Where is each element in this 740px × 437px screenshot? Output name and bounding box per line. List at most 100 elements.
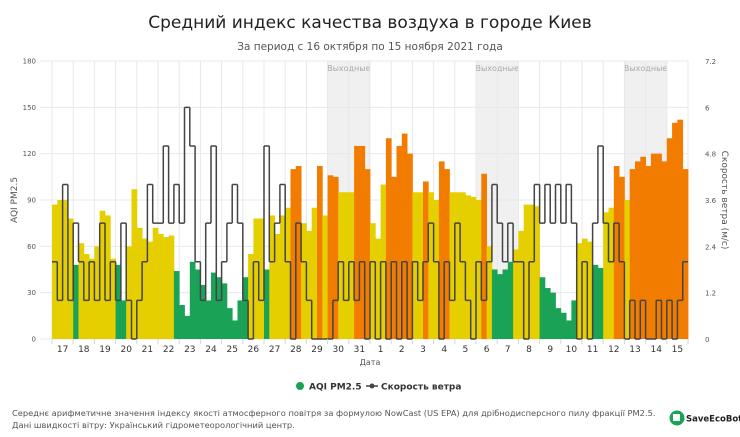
wind-segment: [544, 183, 551, 224]
aqi-bar: [613, 166, 620, 339]
x-tick-label: 28: [290, 345, 302, 355]
aqi-bar: [401, 133, 408, 339]
wind-segment: [666, 299, 673, 339]
wind-segment: [204, 222, 211, 301]
wind-segment: [289, 261, 296, 340]
aqi-bar: [666, 138, 673, 339]
wind-segment: [226, 222, 233, 262]
wind-segment: [644, 300, 651, 340]
x-tick-label: 1: [378, 345, 384, 355]
wind-segment: [416, 261, 423, 302]
aqi-bar: [173, 271, 180, 339]
wind-segment: [411, 261, 418, 339]
y-tick-label: 120: [23, 150, 36, 158]
wind-segment: [178, 184, 185, 224]
aqi-bar: [412, 192, 419, 339]
wind-segment: [279, 183, 286, 224]
legend-item-wind[interactable]: Скорость ветра: [366, 383, 461, 393]
aqi-bar: [550, 292, 556, 339]
y-right-tick-label: 4.8: [705, 151, 716, 159]
wind-segment: [268, 145, 275, 263]
aqi-bar: [322, 215, 328, 339]
aqi-bar: [89, 258, 95, 339]
aqi-bar: [226, 308, 233, 339]
wind-segment: [586, 261, 593, 340]
x-tick-label: 7: [505, 345, 511, 355]
wind-segment: [639, 299, 646, 339]
y-tick-label: 90: [27, 197, 36, 205]
wind-segment: [215, 145, 222, 302]
wind-segment: [438, 261, 445, 340]
aqi-bar: [629, 169, 636, 339]
aqi-bar: [619, 176, 625, 339]
aqi-bar: [560, 312, 567, 339]
logo-icon-inner: [673, 414, 680, 421]
aqi-bar: [635, 161, 641, 339]
x-tick-label: 22: [163, 345, 174, 355]
aqi-bar: [364, 169, 371, 339]
aqi-bar: [126, 246, 132, 339]
aqi-bar: [650, 153, 657, 339]
y-tick-label: 180: [23, 58, 36, 66]
aqi-bar: [513, 249, 519, 339]
wind-segment: [220, 261, 227, 301]
aqi-bar: [195, 269, 201, 339]
wind-segment: [676, 299, 683, 339]
aqi-bar: [73, 264, 79, 339]
wind-segment: [448, 261, 455, 302]
wind-segment: [72, 222, 79, 301]
aqi-bar: [529, 204, 535, 339]
wind-segment: [284, 184, 291, 263]
wind-segment: [528, 261, 535, 339]
y-tick-label: 60: [27, 243, 36, 251]
aqi-bar: [677, 119, 684, 339]
wind-segment: [597, 145, 604, 224]
wind-segment: [395, 261, 402, 340]
aqi-bar: [152, 227, 159, 339]
wind-segment: [560, 184, 567, 224]
aqi-bar: [142, 238, 148, 339]
aqi-bars: [52, 119, 689, 340]
aqi-bar: [94, 246, 101, 339]
aqi-bar: [105, 215, 111, 339]
aqi-bar: [582, 238, 588, 339]
legend-item-aqi[interactable]: AQI PM2.5: [296, 382, 362, 393]
wind-segment: [173, 183, 180, 224]
aqi-bar: [672, 122, 678, 340]
aqi-bar: [301, 223, 307, 339]
wind-segment: [623, 261, 630, 340]
wind-segment: [353, 261, 360, 302]
aqi-bar: [449, 192, 456, 339]
wind-segment: [406, 261, 413, 340]
y-right-tick-label: 0: [705, 336, 709, 344]
wind-segment: [681, 261, 688, 301]
wind-segment: [454, 222, 461, 301]
legend-wind-marker: [369, 383, 375, 389]
wind-segment: [570, 184, 577, 224]
wind-segment: [379, 261, 386, 339]
aqi-bar: [518, 230, 525, 339]
aqi-bar: [375, 238, 381, 339]
wind-segment: [189, 107, 196, 147]
aqi-bar: [486, 246, 493, 339]
x-axis: 17 18 19 20 21 22 23 24 25 26 27 28 29 30 31 1 2 3 4 5 6 7 8 9 1…: [51, 339, 689, 355]
aqi-bar: [52, 204, 58, 339]
aqi-bar: [99, 210, 106, 339]
aqi-bar: [311, 207, 318, 339]
x-tick-label: 14: [650, 345, 662, 355]
wind-segment: [607, 223, 614, 263]
aqi-bar: [454, 192, 461, 339]
aqi-bar: [476, 200, 482, 339]
aqi-bar: [682, 169, 689, 339]
x-tick-label: 5: [463, 345, 469, 355]
wind-segment: [401, 261, 408, 339]
x-tick-label: 13: [629, 345, 640, 355]
wind-segment: [369, 261, 376, 339]
wind-segment: [130, 300, 137, 340]
x-tick-label: 12: [608, 345, 619, 355]
legend-wind-label: Скорость ветра: [381, 383, 461, 393]
aqi-bar: [279, 215, 286, 339]
saveecobot-logo[interactable]: SaveEcoBot: [669, 410, 740, 426]
wind-segment: [263, 145, 270, 301]
